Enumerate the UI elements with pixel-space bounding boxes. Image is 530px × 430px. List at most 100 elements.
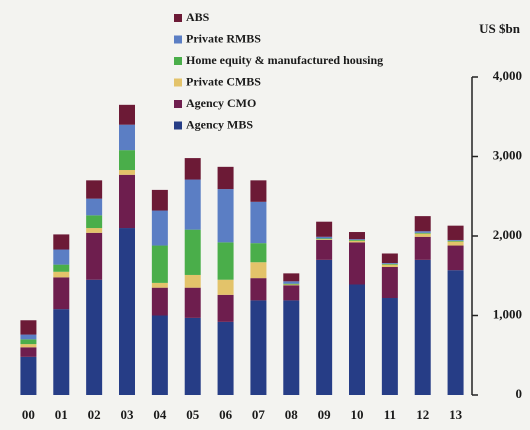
bar-segment [53,249,70,265]
x-tick-label: 12 [416,407,429,422]
y-tick-label: 3,000 [493,147,522,162]
legend-swatch [174,57,182,65]
bar-segment [316,239,333,240]
bar-segment [217,321,234,395]
legend-swatch [174,100,182,108]
x-tick-label: 01 [55,407,68,422]
bar-segment [53,264,70,272]
bar-segment [414,232,431,234]
legend-swatch [174,121,182,130]
bar-segment [414,231,431,233]
bar-segment [184,287,201,318]
x-tick-label: 07 [252,407,266,422]
bar-segment [447,239,464,241]
bar-segment [184,317,201,395]
bar-segment [119,174,135,229]
bar-segment [217,242,234,280]
bar-segment [283,285,300,301]
bar-segment [316,221,333,237]
bar-segment [20,320,37,335]
bar-segment [151,210,168,246]
bar-segment [119,104,135,125]
bar-segment [381,263,398,264]
bar-segment [349,232,365,240]
legend-swatch [174,35,182,44]
bar-segment [184,158,201,180]
bar-segment [381,264,398,268]
bar-segment [349,240,365,243]
bar-segment [447,241,464,246]
bar-segment [217,166,234,190]
legend-label: Agency CMO [186,96,256,110]
bar-segment [447,240,464,242]
bar-segment [151,315,168,395]
bar-segment [119,170,135,175]
bar-segment [349,239,365,240]
y-tick-label: 4,000 [493,68,522,83]
x-tick-label: 00 [22,407,35,422]
legend-label: Private RMBS [186,31,261,45]
legend-swatch [174,14,182,22]
bar-segment [20,334,37,340]
bar-segment [53,234,70,250]
bar-segment [217,189,234,243]
x-tick-label: 03 [121,407,135,422]
bar-segment [283,273,300,282]
bar-segment [283,283,300,285]
bar-segment [447,270,464,395]
y-tick-label: 0 [516,386,523,401]
bar-segment [20,356,37,395]
bar-segment [119,228,135,395]
bar-segment [447,225,464,240]
bar-segment [316,259,333,395]
bar-segment [86,228,103,233]
bar-segment [217,294,234,322]
bar-segment [184,274,201,288]
bar-segment [349,242,365,285]
bar-segment [381,263,398,265]
bar-segment [349,284,365,395]
bar-segment [316,238,333,240]
bar-segment [283,281,300,284]
bar-segment [151,189,168,211]
bar-segment [151,287,168,316]
x-tick-label: 08 [285,407,299,422]
bar-segment [250,201,267,244]
bar-segment [53,277,70,310]
bar-segment [151,282,168,288]
y-tick-label: 1,000 [493,306,522,321]
bar-segment [316,236,333,239]
bar-segment [250,180,267,202]
legend-label: ABS [186,10,210,24]
y-axis-label: US $bn [479,21,521,36]
y-tick-label: 2,000 [493,227,522,242]
bar-segment [217,279,234,295]
bar-segment [86,279,103,395]
x-tick-label: 13 [449,407,463,422]
x-tick-label: 11 [384,407,396,422]
bar-segment [414,259,431,395]
bar-segment [86,215,103,229]
x-tick-label: 10 [351,407,364,422]
bar-segment [151,245,168,283]
bar-segment [414,233,431,237]
legend-label: Private CMBS [186,74,261,88]
bar-segment [250,243,267,263]
bar-segment [20,347,37,357]
bar-segment [283,284,300,286]
bar-segment [86,180,103,199]
bar-segment [20,339,37,345]
bar-segment [184,229,201,275]
bar-segment [414,236,431,260]
bar-segment [250,300,267,395]
legend-label: Agency MBS [186,117,253,131]
bar-segment [414,216,431,232]
x-tick-label: 06 [219,407,233,422]
bar-segment [53,309,70,395]
x-tick-label: 05 [186,407,200,422]
bar-segment [119,124,135,151]
bar-segment [381,267,398,299]
bar-segment [381,253,398,264]
legend-label: Home equity & manufactured housing [186,53,383,67]
